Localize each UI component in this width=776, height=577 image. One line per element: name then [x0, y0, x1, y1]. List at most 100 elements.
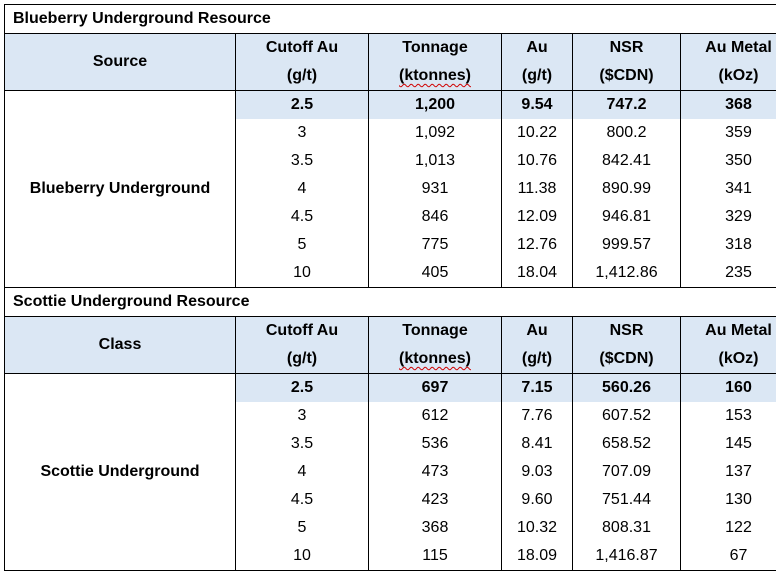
table-cell: 11.38 — [501, 175, 573, 203]
header-first-col: Source — [4, 33, 236, 91]
table-row: 4.5 846 12.09 946.81 329 — [5, 203, 776, 231]
table-cell: 10.76 — [501, 147, 573, 175]
header-cell: Cutoff Au (g/t) — [235, 33, 369, 91]
header-cell: NSR ($CDN) — [572, 316, 681, 374]
table-cell: 18.09 — [501, 542, 573, 571]
table-cell: 842.41 — [572, 147, 681, 175]
table-cell: 153 — [679, 402, 776, 430]
table-row: 4.5 423 9.60 751.44 130 — [5, 486, 776, 514]
table-cell: 8.41 — [501, 430, 573, 458]
table-cell: 1,092 — [368, 119, 502, 147]
table-cell: 3.5 — [235, 147, 369, 175]
table-cell: 3.5 — [235, 430, 369, 458]
table-cell: 235 — [679, 259, 776, 288]
table-cell: 145 — [679, 430, 776, 458]
header-cell: NSR ($CDN) — [572, 33, 681, 91]
table-cell: 612 — [368, 402, 502, 430]
header-label: Cutoff Au — [265, 39, 339, 56]
table-row: 10 115 18.09 1,416.87 67 — [5, 542, 776, 571]
table-row: 4 473 9.03 707.09 137 — [5, 458, 776, 486]
header-label: NSR — [609, 39, 644, 56]
table-cell: 2.5 — [235, 90, 369, 119]
table-cell: 18.04 — [501, 259, 573, 288]
table-cell: 137 — [679, 458, 776, 486]
header-row: Class Cutoff Au (g/t) Tonnage (ktonnes) Au (g/… — [4, 316, 776, 374]
header-label: Au Metal — [705, 39, 772, 56]
header-cell: Cutoff Au (g/t) — [235, 316, 369, 374]
table-row: 5 368 10.32 808.31 122 — [5, 514, 776, 542]
row-group-label: Blueberry Underground — [4, 90, 236, 288]
header-unit: (ktonnes) — [399, 350, 471, 367]
table-cell: 890.99 — [572, 175, 681, 203]
table-cell: 368 — [679, 90, 776, 119]
table-cell: 560.26 — [572, 373, 681, 402]
table-cell: 747.2 — [572, 90, 681, 119]
table-cell: 350 — [679, 147, 776, 175]
table-cell: 931 — [368, 175, 502, 203]
table-cell: 751.44 — [572, 486, 681, 514]
table-cell: 4 — [235, 175, 369, 203]
header-cell: Tonnage (ktonnes) — [368, 316, 502, 374]
header-row: Source Cutoff Au (g/t) Tonnage (ktonnes) Au (g… — [4, 33, 776, 91]
table-cell: 697 — [368, 373, 502, 402]
header-unit: (ktonnes) — [399, 67, 471, 84]
resource-table: Blueberry Underground Resource Source Cuto… — [3, 4, 776, 571]
section-title: Blueberry Underground Resource — [3, 4, 776, 34]
table-row: 10 405 18.04 1,412.86 235 — [5, 259, 776, 288]
row-group-label: Scottie Underground — [4, 373, 236, 571]
header-label: Au Metal — [705, 322, 772, 339]
table-cell: 318 — [679, 231, 776, 259]
table-cell: 160 — [679, 373, 776, 402]
table-cell: 1,200 — [368, 90, 502, 119]
header-unit: (g/t) — [521, 67, 553, 84]
table-cell: 775 — [368, 231, 502, 259]
table-row: 3 612 7.76 607.52 153 — [5, 402, 776, 430]
header-cell: Au (g/t) — [501, 33, 573, 91]
table-cell: 946.81 — [572, 203, 681, 231]
table-cell: 7.15 — [501, 373, 573, 402]
table-row: 5 775 12.76 999.57 318 — [5, 231, 776, 259]
header-label: Tonnage — [402, 322, 468, 339]
table-cell: 607.52 — [572, 402, 681, 430]
header-unit: ($CDN) — [599, 67, 654, 84]
table-cell: 1,412.86 — [572, 259, 681, 288]
table-cell: 4 — [235, 458, 369, 486]
table-cell: 341 — [679, 175, 776, 203]
section-title-row: Scottie Underground Resource — [3, 287, 776, 317]
table-cell: 808.31 — [572, 514, 681, 542]
table-cell: 405 — [368, 259, 502, 288]
table-cell: 1,416.87 — [572, 542, 681, 571]
table-cell: 115 — [368, 542, 502, 571]
header-unit: (kOz) — [718, 350, 759, 367]
header-label: Tonnage — [402, 39, 468, 56]
header-label: Au — [526, 39, 548, 56]
table-cell: 122 — [679, 514, 776, 542]
table-cell: 10.32 — [501, 514, 573, 542]
header-label: Cutoff Au — [265, 322, 339, 339]
table-cell: 4.5 — [235, 486, 369, 514]
table-cell: 10.22 — [501, 119, 573, 147]
table-cell: 329 — [679, 203, 776, 231]
table-row: Blueberry Underground 2.5 1,200 9.54 747.2 36… — [4, 90, 776, 288]
table-row: 3.5 536 8.41 658.52 145 — [5, 430, 776, 458]
header-cell: Tonnage (ktonnes) — [368, 33, 502, 91]
table-cell: 2.5 — [235, 373, 369, 402]
section-title-row: Blueberry Underground Resource — [3, 4, 776, 34]
table-row: Scottie Underground 2.5 697 7.15 560.26 160 — [4, 373, 776, 571]
table-cell: 3 — [235, 119, 369, 147]
table-cell: 9.03 — [501, 458, 573, 486]
table-cell: 4.5 — [235, 203, 369, 231]
table-row: 3.5 1,013 10.76 842.41 350 — [5, 147, 776, 175]
table-cell: 368 — [368, 514, 502, 542]
table-cell: 658.52 — [572, 430, 681, 458]
table-cell: 536 — [368, 430, 502, 458]
table-cell: 707.09 — [572, 458, 681, 486]
table-cell: 846 — [368, 203, 502, 231]
table-row: 3 1,092 10.22 800.2 359 — [5, 119, 776, 147]
section-title: Scottie Underground Resource — [3, 287, 776, 317]
table-cell: 67 — [679, 542, 776, 571]
table-cell: 10 — [235, 259, 369, 288]
header-unit: (g/t) — [286, 67, 318, 84]
header-unit: (g/t) — [286, 350, 318, 367]
